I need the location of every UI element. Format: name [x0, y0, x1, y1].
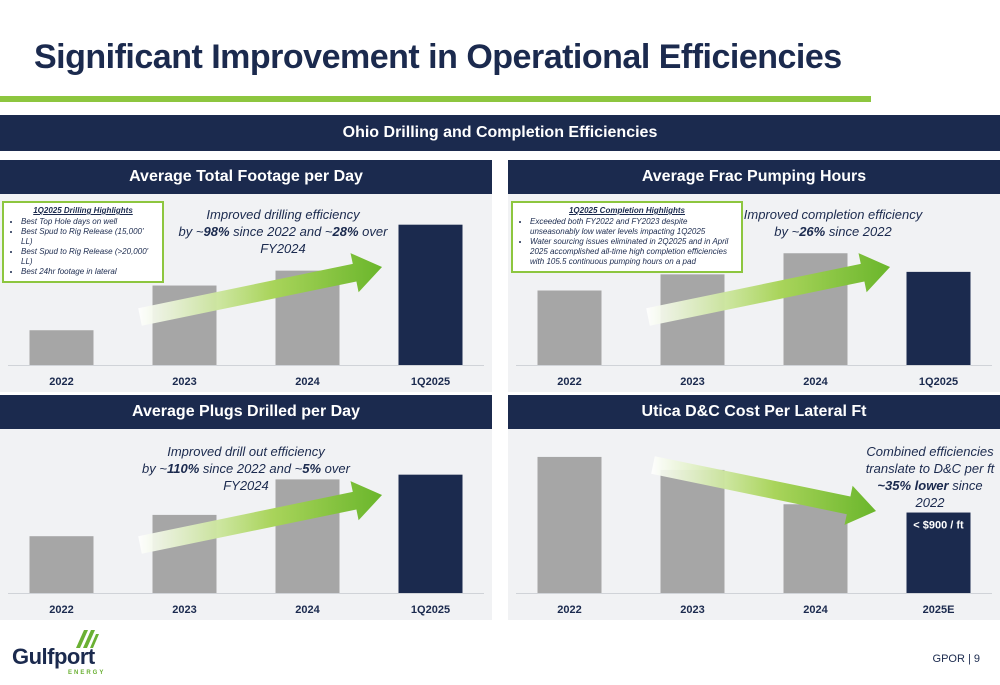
panel-title: Average Frac Pumping Hours [508, 160, 1000, 194]
annotation-line: ~35% lower since 2022 [877, 478, 983, 510]
bar-chart-svg: 2022 2023 2024 2025E < $900 / ft [516, 456, 992, 616]
page-title: Significant Improvement in Operational E… [34, 38, 842, 76]
completion-highlights-box: 1Q2025 Completion Highlights Exceeded bo… [511, 201, 743, 273]
panel-dc-cost: Utica D&C Cost Per Lateral Ft 2022 2023 20… [508, 395, 1000, 620]
x-tick-label: 1Q2025 [411, 604, 450, 616]
highlight-item: Best 24hr footage in lateral [21, 267, 157, 277]
section-banner: Ohio Drilling and Completion Efficiencie… [0, 115, 1000, 151]
x-tick-label: 1Q2025 [919, 376, 958, 388]
highlights-title: 1Q2025 Completion Highlights [568, 206, 685, 215]
chart-annotation: Improved drill out efficiency by ~110% s… [120, 443, 372, 494]
x-tick-label: 2023 [680, 604, 704, 616]
x-tick-label: 1Q2025 [411, 376, 450, 388]
bar-2023 [660, 469, 725, 593]
x-tick-label: 2023 [172, 376, 196, 388]
trend-up-arrow-icon [138, 253, 382, 326]
panel-footage-per-day: Average Total Footage per Day 2022 2023 20… [0, 160, 492, 392]
chart-plugs: 2022 2023 2024 1Q2025 [0, 429, 492, 620]
panel-title: Average Total Footage per Day [0, 160, 492, 194]
bar-2022 [29, 330, 94, 365]
chart-footage: 2022 2023 2024 1Q2025 [0, 194, 492, 392]
annotation-line: by ~110% since 2022 and ~5% over FY2024 [142, 461, 350, 493]
highlight-item: Best Spud to Rig Release (>20,000' LL) [21, 247, 157, 267]
logo-wordmark: Gulfport [12, 644, 95, 669]
highlight-item: Exceeded both FY2022 and FY2023 despite … [530, 217, 736, 237]
title-accent-rule [0, 96, 871, 102]
annotation-line: Improved drill out efficiency [167, 444, 325, 459]
bar-1Q2025 [398, 474, 463, 593]
bar-2022 [29, 536, 94, 593]
bar-chart-svg: 2022 2023 2024 1Q2025 [516, 253, 992, 388]
annotation-line: Combined efficiencies [866, 444, 994, 459]
chart-frac-hours: 2022 2023 2024 1Q2025 [508, 194, 1000, 392]
annotation-line: translate to D&C per ft [865, 461, 995, 476]
chart-annotation: Combined efficiencies translate to D&C p… [862, 443, 998, 511]
trend-up-arrow-icon [646, 253, 890, 326]
gulfport-logo: Gulfport ENERGY [12, 630, 132, 676]
bar-data-label: < $900 / ft [913, 520, 964, 532]
panel-title: Average Plugs Drilled per Day [0, 395, 492, 429]
x-tick-label: 2024 [803, 376, 828, 388]
bar-1Q2025 [906, 271, 971, 365]
drilling-highlights-box: 1Q2025 Drilling Highlights Best Top Hole… [2, 201, 164, 283]
highlights-list: Exceeded both FY2022 and FY2023 despite … [518, 217, 736, 267]
annotation-line: by ~26% since 2022 [774, 224, 892, 239]
x-tick-label: 2022 [49, 376, 73, 388]
x-tick-label: 2022 [49, 604, 73, 616]
highlight-item: Best Top Hole days on well [21, 217, 157, 227]
x-tick-label: 2023 [680, 376, 704, 388]
logo-mark-icon [76, 630, 99, 648]
bar-1Q2025 [398, 224, 463, 365]
panel-title: Utica D&C Cost Per Lateral Ft [508, 395, 1000, 429]
x-tick-label: 2022 [557, 604, 581, 616]
trend-down-arrow-icon [651, 456, 876, 525]
bar-2022 [537, 290, 602, 365]
chart-annotation: Improved completion efficiency by ~26% s… [740, 206, 926, 240]
highlights-title: 1Q2025 Drilling Highlights [33, 206, 133, 215]
x-tick-label: 2024 [295, 376, 320, 388]
panel-plugs-drilled: Average Plugs Drilled per Day 2022 2023 20… [0, 395, 492, 620]
logo-subtext: ENERGY [68, 670, 106, 676]
x-tick-label: 2023 [172, 604, 196, 616]
x-tick-label: 2024 [803, 604, 828, 616]
bar-chart-svg: 2022 2023 2024 1Q2025 [8, 474, 484, 616]
x-tick-label: 2025E [923, 604, 955, 616]
trend-up-arrow-icon [138, 481, 382, 554]
x-tick-label: 2022 [557, 376, 581, 388]
highlight-item: Water sourcing issues eliminated in 2Q20… [530, 237, 736, 267]
bar-2024 [783, 504, 848, 593]
bar-2024 [275, 479, 340, 593]
annotation-line: Improved completion efficiency [743, 207, 923, 222]
bar-2025E [906, 512, 971, 593]
page-footer: GPOR | 9 [932, 653, 980, 665]
highlights-list: Best Top Hole days on well Best Spud to … [9, 217, 157, 277]
x-tick-label: 2024 [295, 604, 320, 616]
annotation-line: Improved drilling efficiency [206, 207, 360, 222]
annotation-line: by ~98% since 2022 and ~28% over FY2024 [178, 224, 388, 256]
bar-chart-svg: 2022 2023 2024 1Q2025 [8, 224, 484, 388]
chart-dc-cost: 2022 2023 2024 2025E < $900 / ft [508, 429, 1000, 620]
chart-annotation: Improved drilling efficiency by ~98% sin… [160, 206, 406, 257]
bar-2022 [537, 456, 602, 593]
highlight-item: Best Spud to Rig Release (15,000' LL) [21, 227, 157, 247]
panel-frac-pumping-hours: Average Frac Pumping Hours 2022 2023 2024 1… [508, 160, 1000, 392]
